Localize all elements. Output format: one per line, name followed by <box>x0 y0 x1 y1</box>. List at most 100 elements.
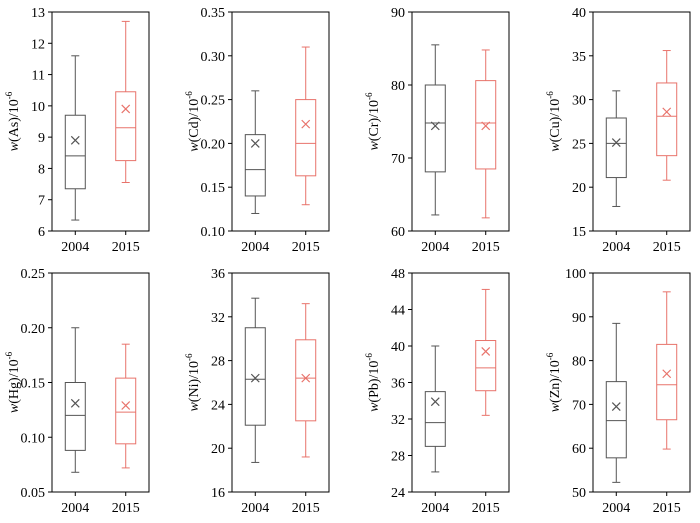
ylabel-exp: -6 <box>184 91 194 99</box>
y-tick-label: 6 <box>38 225 45 240</box>
y-tick-label: 28 <box>391 450 405 465</box>
y-tick-label: 90 <box>391 6 405 21</box>
x-tick-label: 2004 <box>421 240 449 255</box>
plot-frame <box>231 11 330 232</box>
y-tick-label: 8 <box>38 162 45 177</box>
x-tick-label: 2004 <box>61 240 89 255</box>
iqr-box <box>295 339 317 422</box>
y-axis-label: w(Cd)/10-6 <box>184 91 202 152</box>
mean-marker <box>430 121 440 131</box>
box-2015 <box>475 288 497 416</box>
y-tick-label: 36 <box>211 267 225 282</box>
mean-marker <box>70 135 80 145</box>
iqr-box <box>424 84 446 173</box>
ylabel-var: w <box>548 142 563 152</box>
ylabel-exp: -6 <box>364 92 374 100</box>
y-tick-label: 90 <box>572 311 586 326</box>
mean-marker <box>611 138 621 147</box>
y-tick-label: 70 <box>391 152 405 167</box>
panel-as: 6 7 8 9 10 11 12 13 2004 2015 w(As)/10-6 <box>4 6 150 255</box>
plot-frame <box>231 272 330 493</box>
ylabel-var: w <box>7 141 22 151</box>
y-tick-label: 50 <box>572 486 586 501</box>
iqr-box <box>424 391 446 447</box>
box-2004 <box>244 297 266 463</box>
y-tick-label: 40 <box>391 340 405 355</box>
mean-marker <box>250 138 260 148</box>
y-tick-label: 80 <box>572 355 586 370</box>
box-2004 <box>605 90 627 207</box>
plot-frame <box>592 11 691 232</box>
box-2004 <box>244 90 266 214</box>
y-tick-label: 15 <box>572 225 586 240</box>
y-tick-label: 80 <box>391 79 405 94</box>
ylabel-exp: -6 <box>545 91 555 99</box>
y-tick-label: 20 <box>211 442 225 457</box>
iqr-box <box>605 117 627 179</box>
plot-frame <box>592 272 691 493</box>
panel-cu: 15 20 25 30 35 40 2004 2015 w(Cu)/10-6 <box>545 6 691 255</box>
y-tick-label: 13 <box>31 6 45 21</box>
y-axis-label: w(Hg)/10-6 <box>4 351 22 413</box>
x-tick-label: 2004 <box>602 501 630 516</box>
y-tick-label: 0.15 <box>201 181 226 196</box>
box-2015 <box>656 291 678 450</box>
mean-marker <box>481 347 491 356</box>
y-tick-label: 0.15 <box>21 377 46 392</box>
y-tick-label: 0.20 <box>21 322 46 337</box>
box-2004 <box>64 55 86 221</box>
panel-cr: 60 70 80 90 2004 2015 w(Cr)/10-6 <box>364 6 510 255</box>
iqr-box <box>475 340 497 392</box>
box-2004 <box>605 322 627 483</box>
ylabel-var: w <box>7 403 22 413</box>
ylabel-element: (Ni)/10 <box>187 361 202 402</box>
x-tick-label: 2015 <box>472 240 500 255</box>
box-2015 <box>295 303 317 458</box>
iqr-box <box>295 99 317 177</box>
y-tick-label: 48 <box>391 267 405 282</box>
y-tick-label: 32 <box>211 311 225 326</box>
x-tick-label: 2004 <box>61 501 89 516</box>
panel-zn: 50 60 70 80 90 100 2004 2015 w(Zn)/10-6 <box>545 267 691 516</box>
y-tick-label: 44 <box>391 304 405 319</box>
mean-marker <box>662 107 672 117</box>
y-tick-label: 28 <box>211 355 225 370</box>
y-tick-label: 25 <box>572 137 586 152</box>
y-axis-label: w(Pb)/10-6 <box>364 353 382 412</box>
iqr-box <box>115 91 137 162</box>
y-axis-label: w(Cr)/10-6 <box>364 92 382 151</box>
mean-marker <box>662 369 672 379</box>
x-tick-label: 2004 <box>241 240 269 255</box>
iqr-box <box>115 377 137 445</box>
ylabel-element: (Cd)/10 <box>187 99 202 143</box>
mean-marker <box>430 397 440 407</box>
plot-frame <box>411 11 510 232</box>
y-tick-label: 60 <box>572 442 586 457</box>
y-tick-label: 30 <box>572 94 586 109</box>
iqr-box <box>605 381 627 459</box>
plot-frame <box>51 11 150 232</box>
y-tick-label: 0.10 <box>201 225 226 240</box>
y-tick-label: 24 <box>391 486 405 501</box>
iqr-box <box>64 382 86 451</box>
y-tick-label: 36 <box>391 377 405 392</box>
y-tick-label: 60 <box>391 225 405 240</box>
y-tick-label: 0.25 <box>201 94 226 109</box>
mean-marker <box>301 373 311 383</box>
ylabel-var: w <box>367 141 382 151</box>
iqr-box <box>64 114 86 190</box>
panel-cd: 0.10 0.15 0.20 0.25 0.30 0.35 2004 2015 w(Cd)/10… <box>184 6 330 255</box>
x-tick-label: 2004 <box>602 240 630 255</box>
y-tick-label: 35 <box>572 50 586 65</box>
y-tick-label: 10 <box>31 100 45 115</box>
ylabel-exp: -6 <box>4 91 14 99</box>
y-tick-label: 11 <box>32 69 45 84</box>
box-2004 <box>64 327 86 473</box>
box-2015 <box>656 50 678 181</box>
y-tick-label: 0.20 <box>201 137 226 152</box>
iqr-box <box>244 327 266 426</box>
x-tick-label: 2015 <box>112 501 140 516</box>
ylabel-var: w <box>367 402 382 412</box>
